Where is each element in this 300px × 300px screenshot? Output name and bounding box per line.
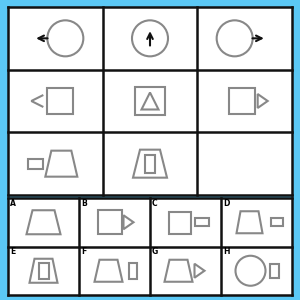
Polygon shape [94,260,122,282]
Polygon shape [258,94,268,108]
Polygon shape [26,210,61,234]
Bar [269,264,278,278]
Polygon shape [45,151,77,177]
Bar [8,7,292,195]
Bar [229,88,255,114]
Text: C: C [152,199,158,208]
Bar [135,87,165,115]
Circle shape [132,20,168,56]
Circle shape [236,256,266,286]
Bar [8,198,292,295]
Bar [169,212,190,234]
Text: B: B [81,199,87,208]
Text: F: F [81,248,86,256]
Polygon shape [142,92,158,110]
Bar [28,159,43,169]
Bar [194,218,208,226]
Polygon shape [194,264,205,278]
Text: A: A [10,199,16,208]
Bar [128,263,136,279]
Circle shape [217,20,253,56]
Polygon shape [29,259,58,283]
Bar [38,263,49,279]
Polygon shape [164,260,193,282]
Bar [145,155,155,173]
Text: D: D [223,199,230,208]
Text: E: E [10,248,15,256]
Polygon shape [124,215,134,229]
Bar [47,88,73,114]
Polygon shape [236,211,262,233]
Circle shape [47,20,83,56]
Text: G: G [152,248,158,256]
Text: H: H [223,248,230,256]
Bar [271,218,283,226]
Polygon shape [133,150,167,178]
Bar [98,210,122,234]
